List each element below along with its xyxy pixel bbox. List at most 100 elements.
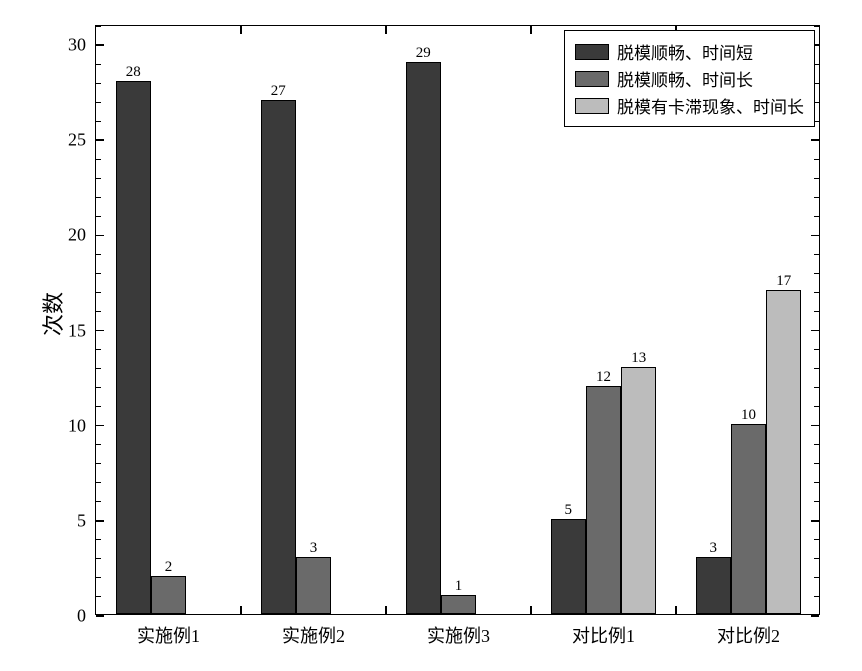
y-minor-tick: [96, 406, 101, 407]
y-axis-title: 次数: [36, 292, 68, 336]
y-minor-tick: [96, 577, 101, 578]
y-minor-tick: [96, 292, 101, 293]
y-minor-tick: [96, 26, 101, 27]
y-tick: [96, 235, 104, 237]
bar: [296, 557, 331, 614]
x-tick: [385, 26, 387, 34]
y-minor-tick: [814, 596, 819, 597]
x-tick-label: 对比例1: [572, 614, 635, 648]
value-label: 5: [564, 502, 572, 519]
y-minor-tick: [814, 292, 819, 293]
y-tick: [96, 615, 104, 617]
y-minor-tick: [814, 406, 819, 407]
y-minor-tick: [814, 387, 819, 388]
value-label: 3: [709, 540, 717, 557]
bar: [151, 576, 186, 614]
y-tick-label: 30: [68, 35, 96, 56]
y-tick-label: 20: [68, 225, 96, 246]
y-tick: [811, 520, 819, 522]
x-tick: [240, 606, 242, 614]
legend-label: 脱模顺畅、时间长: [617, 66, 753, 91]
y-minor-tick: [814, 26, 819, 27]
legend-item: 脱模顺畅、时间短: [575, 39, 804, 64]
y-minor-tick: [814, 178, 819, 179]
bar: [261, 100, 296, 614]
value-label: 17: [776, 273, 791, 290]
x-tick-label: 实施例2: [282, 614, 345, 648]
y-tick: [96, 44, 104, 46]
value-label: 27: [271, 83, 286, 100]
y-minor-tick: [814, 482, 819, 483]
y-minor-tick: [814, 444, 819, 445]
y-minor-tick: [96, 254, 101, 255]
legend-item: 脱模顺畅、时间长: [575, 66, 804, 91]
y-minor-tick: [814, 501, 819, 502]
y-tick: [96, 425, 104, 427]
y-minor-tick: [96, 558, 101, 559]
y-minor-tick: [814, 539, 819, 540]
y-tick: [811, 425, 819, 427]
value-label: 28: [126, 64, 141, 81]
y-minor-tick: [814, 311, 819, 312]
legend-swatch: [575, 98, 609, 114]
y-tick-label: 15: [68, 320, 96, 341]
y-tick: [811, 139, 819, 141]
value-label: 12: [596, 369, 611, 386]
y-minor-tick: [96, 368, 101, 369]
y-minor-tick: [96, 273, 101, 274]
legend-swatch: [575, 44, 609, 60]
y-tick-label: 10: [68, 415, 96, 436]
y-minor-tick: [814, 558, 819, 559]
value-label: 10: [741, 407, 756, 424]
y-minor-tick: [96, 596, 101, 597]
value-label: 13: [631, 350, 646, 367]
y-tick-label: 0: [77, 606, 96, 627]
y-minor-tick: [96, 159, 101, 160]
y-minor-tick: [814, 577, 819, 578]
y-minor-tick: [96, 349, 101, 350]
y-minor-tick: [96, 178, 101, 179]
y-minor-tick: [96, 463, 101, 464]
legend-item: 脱模有卡滞现象、时间长: [575, 93, 804, 118]
chart-container: 051015202530实施例1282实施例2273实施例3291对比例1512…: [0, 0, 862, 671]
value-label: 2: [165, 559, 173, 576]
y-tick: [96, 520, 104, 522]
bar: [766, 290, 801, 614]
y-minor-tick: [96, 83, 101, 84]
legend: 脱模顺畅、时间短脱模顺畅、时间长脱模有卡滞现象、时间长: [564, 30, 815, 127]
x-tick: [385, 606, 387, 614]
y-minor-tick: [96, 121, 101, 122]
x-tick: [240, 26, 242, 34]
bar: [116, 81, 151, 614]
y-minor-tick: [814, 349, 819, 350]
y-tick: [811, 330, 819, 332]
y-minor-tick: [814, 368, 819, 369]
y-tick-label: 25: [68, 130, 96, 151]
bar: [621, 367, 656, 614]
y-minor-tick: [96, 444, 101, 445]
y-minor-tick: [96, 482, 101, 483]
value-label: 1: [455, 578, 463, 595]
y-minor-tick: [814, 463, 819, 464]
bar: [586, 386, 621, 614]
y-tick: [811, 615, 819, 617]
y-minor-tick: [814, 197, 819, 198]
bar: [441, 595, 476, 614]
legend-label: 脱模有卡滞现象、时间长: [617, 93, 804, 118]
x-tick: [530, 606, 532, 614]
y-minor-tick: [814, 273, 819, 274]
value-label: 3: [310, 540, 318, 557]
y-minor-tick: [96, 387, 101, 388]
legend-label: 脱模顺畅、时间短: [617, 39, 753, 64]
y-minor-tick: [814, 216, 819, 217]
x-tick-label: 对比例2: [717, 614, 780, 648]
x-tick: [675, 606, 677, 614]
x-tick-label: 实施例1: [137, 614, 200, 648]
y-minor-tick: [96, 539, 101, 540]
y-minor-tick: [96, 64, 101, 65]
y-minor-tick: [814, 254, 819, 255]
x-tick: [530, 26, 532, 34]
y-minor-tick: [96, 311, 101, 312]
y-minor-tick: [96, 197, 101, 198]
y-minor-tick: [96, 216, 101, 217]
